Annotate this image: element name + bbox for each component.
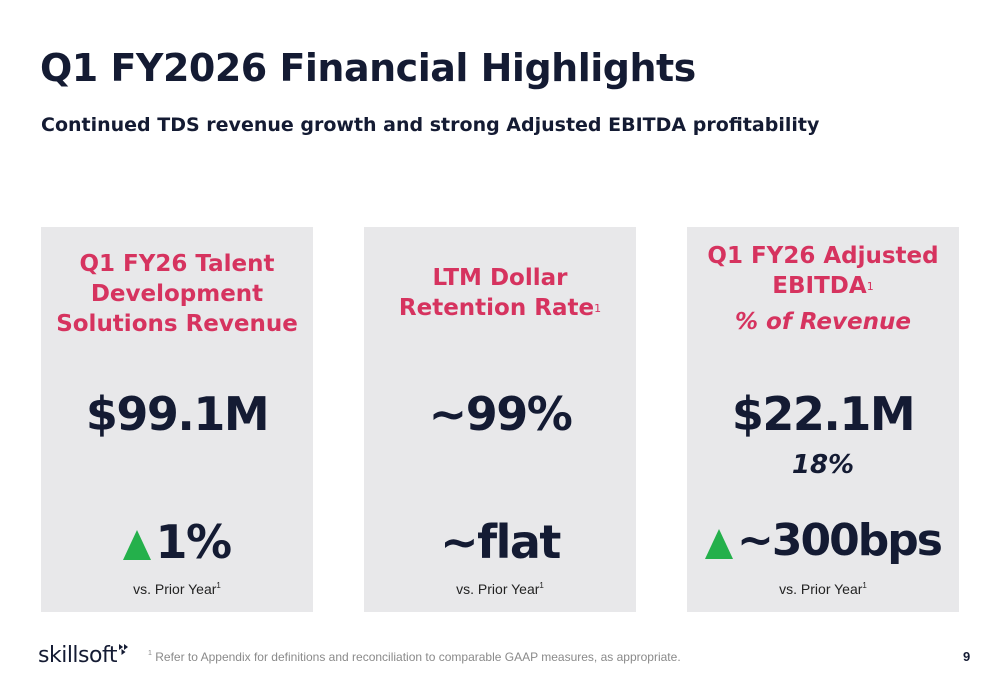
- change-value: ~300bps: [737, 515, 943, 566]
- revenue-value: $99.1M: [85, 387, 270, 441]
- card-heading-line: Solutions Revenue: [56, 311, 298, 337]
- change-row: ~300bps: [687, 515, 959, 566]
- card-heading-line: Development: [90, 281, 264, 307]
- slide-subtitle: Continued TDS revenue growth and strong …: [41, 114, 820, 136]
- page-number: 9: [963, 649, 971, 664]
- up-triangle-icon: [123, 530, 152, 560]
- card-heading-line: Q1 FY26 Adjusted: [707, 243, 939, 269]
- card-heading: Q1 FY26 Talent Development Solutions Rev…: [41, 249, 313, 339]
- card-heading-text: Retention Rate: [398, 295, 595, 321]
- up-triangle-icon: [705, 528, 734, 559]
- tds-revenue-card: Q1 FY26 Talent Development Solutions Rev…: [41, 227, 313, 612]
- comparison-text: vs. Prior Year: [456, 581, 540, 597]
- card-heading-line: Retention Rate1: [364, 293, 636, 323]
- footnote-text: Refer to Appendix for definitions and re…: [151, 650, 681, 664]
- retention-value: ~99%: [428, 387, 573, 441]
- change-row: 1%: [41, 515, 313, 569]
- footnote-marker: 1: [866, 280, 874, 293]
- footnote: 1 Refer to Appendix for definitions and …: [148, 650, 681, 664]
- adjusted-ebitda-card: Q1 FY26 Adjusted EBITDA1 % of Revenue $2…: [687, 227, 959, 612]
- comparison-text: vs. Prior Year: [779, 581, 863, 597]
- card-heading: Q1 FY26 Adjusted EBITDA1: [687, 241, 959, 301]
- ebitda-value: $22.1M: [731, 387, 916, 441]
- footnote-marker: 1: [216, 581, 221, 590]
- footnote-marker: 1: [862, 581, 867, 590]
- card-heading-line: Q1 FY26 Talent: [79, 251, 275, 277]
- comparison-label: vs. Prior Year1: [41, 581, 313, 597]
- footnote-marker: 1: [594, 302, 602, 315]
- retention-rate-card: LTM Dollar Retention Rate1 ~99% ~flat vs…: [364, 227, 636, 612]
- skillsoft-logo: skillsoft: [38, 643, 132, 668]
- card-heading-line: LTM Dollar: [432, 265, 568, 291]
- slide-title: Q1 FY2026 Financial Highlights: [40, 46, 696, 90]
- footnote-marker: 1: [148, 650, 152, 657]
- ebitda-margin-value: 18%: [791, 450, 855, 480]
- logo-chevrons-icon: [118, 644, 128, 655]
- change-row: ~flat: [364, 515, 636, 569]
- card-subheading: % of Revenue: [735, 309, 911, 335]
- card-heading-text: EBITDA: [772, 273, 867, 299]
- change-value: 1%: [155, 515, 232, 569]
- card-heading: LTM Dollar Retention Rate1: [364, 263, 636, 323]
- card-heading-line: EBITDA1: [687, 271, 959, 301]
- comparison-label: vs. Prior Year1: [364, 581, 636, 597]
- change-value: ~flat: [440, 515, 561, 569]
- footnote-marker: 1: [539, 581, 544, 590]
- comparison-text: vs. Prior Year: [133, 581, 217, 597]
- comparison-label: vs. Prior Year1: [687, 581, 959, 597]
- logo-text: skillsoft: [38, 643, 117, 668]
